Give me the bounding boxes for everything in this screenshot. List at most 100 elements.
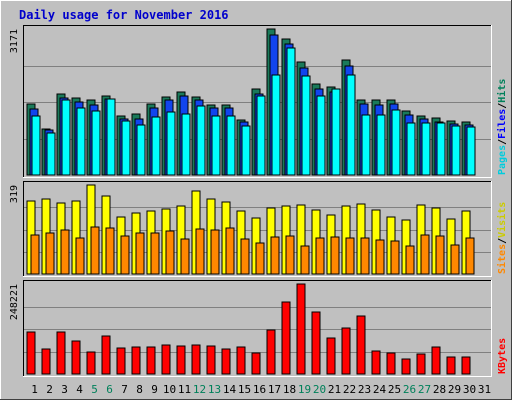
bar-pages-day-26 (406, 122, 416, 176)
panel-legend: Sites/Visits (496, 202, 508, 274)
x-tick-label-day-26: 26 (403, 383, 416, 396)
bar-kbytes-day-5 (86, 351, 96, 375)
legend-separator: / (497, 238, 508, 244)
y-max-label: 248221 (9, 284, 20, 320)
bar-sites-day-2 (45, 232, 55, 275)
bar-pages-day-9 (151, 116, 161, 176)
bar-kbytes-day-30 (461, 356, 471, 375)
bar-sites-day-13 (210, 229, 220, 275)
x-tick-label-day-31: 31 (478, 383, 491, 396)
bar-pages-day-23 (361, 114, 371, 176)
x-tick-label-day-21: 21 (328, 383, 341, 396)
x-tick-label-day-10: 10 (163, 383, 176, 396)
x-tick-label-day-29: 29 (448, 383, 461, 396)
x-tick-label-day-6: 6 (106, 383, 113, 396)
bar-pages-day-24 (376, 114, 386, 176)
legend-entry-pages: Pages (497, 145, 508, 175)
legend-separator: / (497, 103, 508, 109)
legend-entry-sites: Sites (496, 244, 508, 274)
bar-pages-day-30 (466, 126, 476, 176)
bar-pages-day-25 (391, 109, 401, 176)
x-tick-label-day-13: 13 (208, 383, 221, 396)
bar-pages-day-7 (121, 120, 131, 176)
bar-pages-day-29 (451, 125, 461, 176)
bar-kbytes-day-26 (401, 358, 411, 375)
bar-sites-day-5 (90, 226, 100, 275)
bar-kbytes-day-4 (71, 340, 81, 375)
x-tick-label-day-15: 15 (238, 383, 251, 396)
bar-kbytes-day-14 (221, 348, 231, 375)
bar-kbytes-day-11 (176, 345, 186, 375)
x-tick-label-day-19: 19 (298, 383, 311, 396)
bar-sites-day-22 (345, 237, 355, 275)
y-max-label: 319 (9, 185, 20, 203)
bar-sites-day-23 (360, 237, 370, 275)
bar-kbytes-day-12 (191, 344, 201, 375)
bar-pages-day-11 (181, 113, 191, 176)
x-tick-label-day-20: 20 (313, 383, 326, 396)
bar-sites-day-12 (195, 228, 205, 275)
bar-kbytes-day-6 (101, 335, 111, 375)
bar-pages-day-21 (331, 88, 341, 176)
bar-pages-day-6 (106, 98, 116, 176)
bar-sites-day-4 (75, 237, 85, 275)
bar-pages-day-8 (136, 124, 146, 176)
bar-kbytes-day-2 (41, 348, 51, 375)
x-tick-label-day-28: 28 (433, 383, 446, 396)
x-tick-label-day-14: 14 (223, 383, 237, 396)
bar-sites-day-19 (300, 245, 310, 275)
x-tick-label-day-24: 24 (373, 383, 387, 396)
bar-kbytes-day-24 (371, 350, 381, 375)
bar-pages-day-1 (31, 115, 41, 176)
bar-pages-day-3 (61, 99, 71, 176)
bar-pages-day-20 (316, 95, 326, 176)
panel-kbytes: 248221 KBytes (9, 280, 508, 377)
x-tick-label-day-8: 8 (136, 383, 143, 396)
x-tick-label-day-5: 5 (91, 383, 98, 396)
bar-sites-day-16 (255, 242, 265, 275)
bar-sites-day-26 (405, 245, 415, 275)
bar-sites-day-27 (420, 234, 430, 275)
bar-pages-day-13 (211, 115, 221, 176)
bar-pages-day-17 (271, 74, 281, 176)
bar-sites-day-14 (225, 227, 235, 275)
bar-kbytes-day-20 (311, 311, 321, 375)
x-tick-label-day-3: 3 (61, 383, 68, 396)
series-pages (31, 47, 476, 176)
legend-entry-hits: Hits (496, 79, 508, 103)
x-tick-label-day-4: 4 (76, 383, 83, 396)
bar-sites-day-29 (450, 244, 460, 275)
bar-pages-day-5 (91, 110, 101, 176)
bar-kbytes-day-25 (386, 352, 396, 375)
x-tick-label-day-12: 12 (193, 383, 206, 396)
bar-sites-day-30 (465, 237, 475, 275)
bar-sites-day-3 (60, 229, 70, 275)
bar-kbytes-day-15 (236, 346, 246, 375)
bar-sites-day-25 (390, 240, 400, 275)
bar-pages-day-19 (301, 75, 311, 176)
x-tick-label-day-1: 1 (31, 383, 38, 396)
bar-sites-day-9 (150, 232, 160, 275)
bar-kbytes-day-28 (431, 346, 441, 375)
x-tick-label-day-22: 22 (343, 383, 356, 396)
panel-legend: Pages/Files/Hits (496, 79, 508, 175)
bar-pages-day-28 (436, 122, 446, 176)
x-tick-label-day-27: 27 (418, 383, 431, 396)
bar-kbytes-day-29 (446, 356, 456, 375)
bar-sites-day-24 (375, 239, 385, 275)
x-tick-label-day-23: 23 (358, 383, 371, 396)
bar-sites-day-21 (330, 236, 340, 275)
x-tick-label-day-18: 18 (283, 383, 296, 396)
panel-legend: KBytes (497, 338, 508, 374)
legend-separator: / (497, 139, 508, 145)
bar-sites-day-7 (120, 235, 130, 275)
bar-sites-day-18 (285, 235, 295, 275)
bar-sites-day-11 (180, 238, 190, 275)
bar-kbytes-day-9 (146, 346, 156, 375)
bar-kbytes-day-8 (131, 346, 141, 375)
chart-title: Daily usage for November 2016 (19, 8, 229, 22)
x-tick-label-day-11: 11 (178, 383, 191, 396)
bar-pages-day-14 (226, 115, 236, 176)
